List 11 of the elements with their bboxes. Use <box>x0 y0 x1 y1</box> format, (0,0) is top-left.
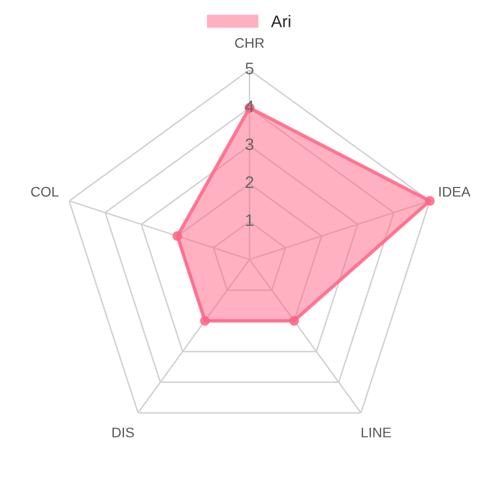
spoke-label: DIS <box>112 428 134 438</box>
spoke-label: IDEA <box>439 186 470 197</box>
spoke-label: LINE <box>362 428 391 438</box>
spoke-label: CHR <box>235 38 264 48</box>
legend-label: Ari <box>271 15 290 28</box>
y-tick-label: 4 <box>245 100 254 112</box>
y-tick-label: 2 <box>246 176 254 188</box>
y-tick-label: 5 <box>246 62 254 74</box>
y-tick-label: 1 <box>246 214 254 226</box>
y-tick-label: 3 <box>246 138 254 150</box>
spoke-label: COL <box>31 186 59 197</box>
